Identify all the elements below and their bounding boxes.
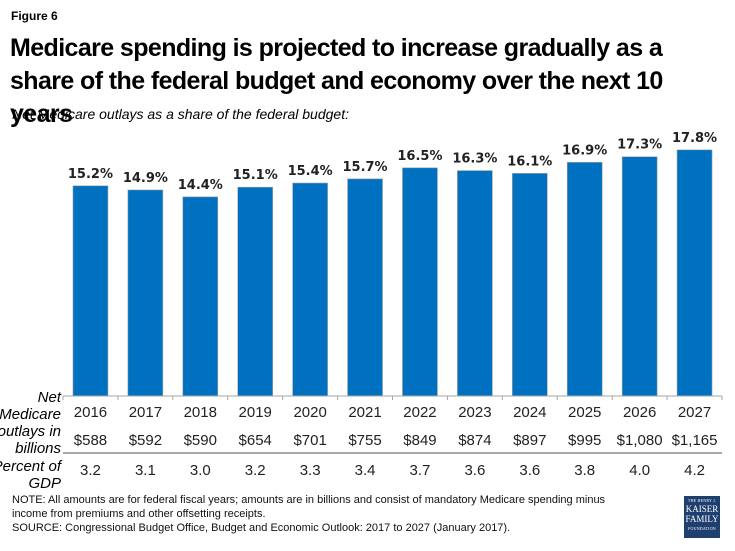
outlay-value-2024: $897	[513, 432, 546, 449]
bar-2020	[292, 182, 328, 397]
bar-2021	[347, 178, 383, 397]
bar-2027	[676, 149, 713, 397]
x-tick-label-2018: 2018	[184, 404, 217, 421]
note-text: NOTE: All amounts are for federal fiscal…	[12, 494, 606, 520]
gdp-value-2019: 3.2	[245, 462, 266, 479]
logo-line-2: KAISER	[685, 504, 719, 514]
x-tick-label-2026: 2026	[623, 404, 656, 421]
source-text: SOURCE: Congressional Budget Office, Bud…	[12, 522, 511, 534]
bar-2023	[457, 170, 493, 397]
x-tick-label-2017: 2017	[129, 404, 162, 421]
value-label-2022: 16.5%	[397, 149, 442, 164]
gdp-value-2023: 3.6	[464, 462, 485, 479]
outlay-value-2021: $755	[348, 432, 381, 449]
gdp-value-2026: 4.0	[629, 462, 650, 479]
x-tick-label-2021: 2021	[348, 404, 381, 421]
gdp-value-2018: 3.0	[190, 462, 211, 479]
x-tick-label-2022: 2022	[403, 404, 436, 421]
value-label-2025: 16.9%	[562, 143, 607, 158]
outlay-value-2027: $1,165	[672, 432, 718, 449]
bar-2018	[182, 196, 219, 397]
gdp-value-2022: 3.7	[410, 462, 431, 479]
x-tick-label-2023: 2023	[458, 404, 491, 421]
outlay-value-2025: $995	[568, 432, 601, 449]
value-label-2019: 15.1%	[233, 168, 278, 183]
outlay-value-2018: $590	[184, 432, 217, 449]
logo-line-1: THE HENRY J.	[687, 498, 717, 503]
value-label-2027: 17.8%	[672, 131, 717, 146]
x-tick-label-2020: 2020	[293, 404, 326, 421]
value-label-2023: 16.3%	[452, 152, 497, 167]
outlay-value-2017: $592	[129, 432, 162, 449]
x-tick-label-2019: 2019	[239, 404, 272, 421]
value-label-2021: 15.7%	[342, 160, 387, 175]
outlay-value-2019: $654	[239, 432, 272, 449]
gdp-value-2017: 3.1	[135, 462, 156, 479]
x-tick-label-2024: 2024	[513, 404, 546, 421]
value-label-2017: 14.9%	[123, 171, 168, 186]
bar-2019	[237, 186, 274, 397]
outlay-value-2016: $588	[74, 432, 107, 449]
gdp-value-2020: 3.3	[300, 462, 321, 479]
x-tick-label-2025: 2025	[568, 404, 601, 421]
bar-2016	[72, 185, 109, 397]
row-label-gdp: Percent of GDP	[0, 458, 61, 492]
bar-2024	[511, 173, 548, 397]
outlay-value-2023: $874	[458, 432, 491, 449]
logo-line-3: FAMILY	[685, 514, 719, 524]
x-tick-label-2027: 2027	[678, 404, 711, 421]
figure-label: Figure 6	[11, 9, 58, 23]
value-label-2018: 14.4%	[178, 178, 223, 193]
value-label-2016: 15.2%	[68, 167, 113, 182]
logo-line-4: FOUNDATION	[688, 526, 716, 531]
gdp-value-2027: 4.2	[684, 462, 705, 479]
outlay-value-2026: $1,080	[617, 432, 663, 449]
gdp-value-2024: 3.6	[519, 462, 540, 479]
bar-2025	[566, 161, 603, 397]
row-label-outlays: Net Medicare outlays in billions	[0, 389, 61, 457]
value-label-2026: 17.3%	[617, 138, 662, 153]
kff-logo: THE HENRY J. KAISER FAMILY FOUNDATION	[684, 496, 720, 538]
x-axis	[62, 395, 723, 454]
gdp-value-2016: 3.2	[80, 462, 101, 479]
gdp-value-2025: 3.8	[574, 462, 595, 479]
bar-2017	[127, 189, 164, 397]
x-tick-label-2016: 2016	[74, 404, 107, 421]
gdp-value-2021: 3.4	[355, 462, 376, 479]
outlay-value-2022: $849	[403, 432, 436, 449]
bar-2022	[402, 167, 438, 397]
chart-subtitle: Net Medicare outlays as a share of the f…	[12, 106, 349, 122]
value-label-2024: 16.1%	[507, 154, 552, 169]
bar-2026	[621, 156, 658, 397]
footnote: NOTE: All amounts are for federal fiscal…	[12, 493, 632, 535]
value-label-2020: 15.4%	[288, 164, 333, 179]
outlay-value-2020: $701	[293, 432, 326, 449]
bars-group: 15.2% 14.9% 14.4% 15.1% 15.4% 15.7% 16.5% 16.3%…	[68, 131, 717, 397]
data-table: 2016 $588 3.2 2017 $592 3.1 2018 $590 3.0 2019 $65…	[74, 404, 718, 479]
chart-title: Medicare spending is projected to increa…	[10, 34, 663, 128]
